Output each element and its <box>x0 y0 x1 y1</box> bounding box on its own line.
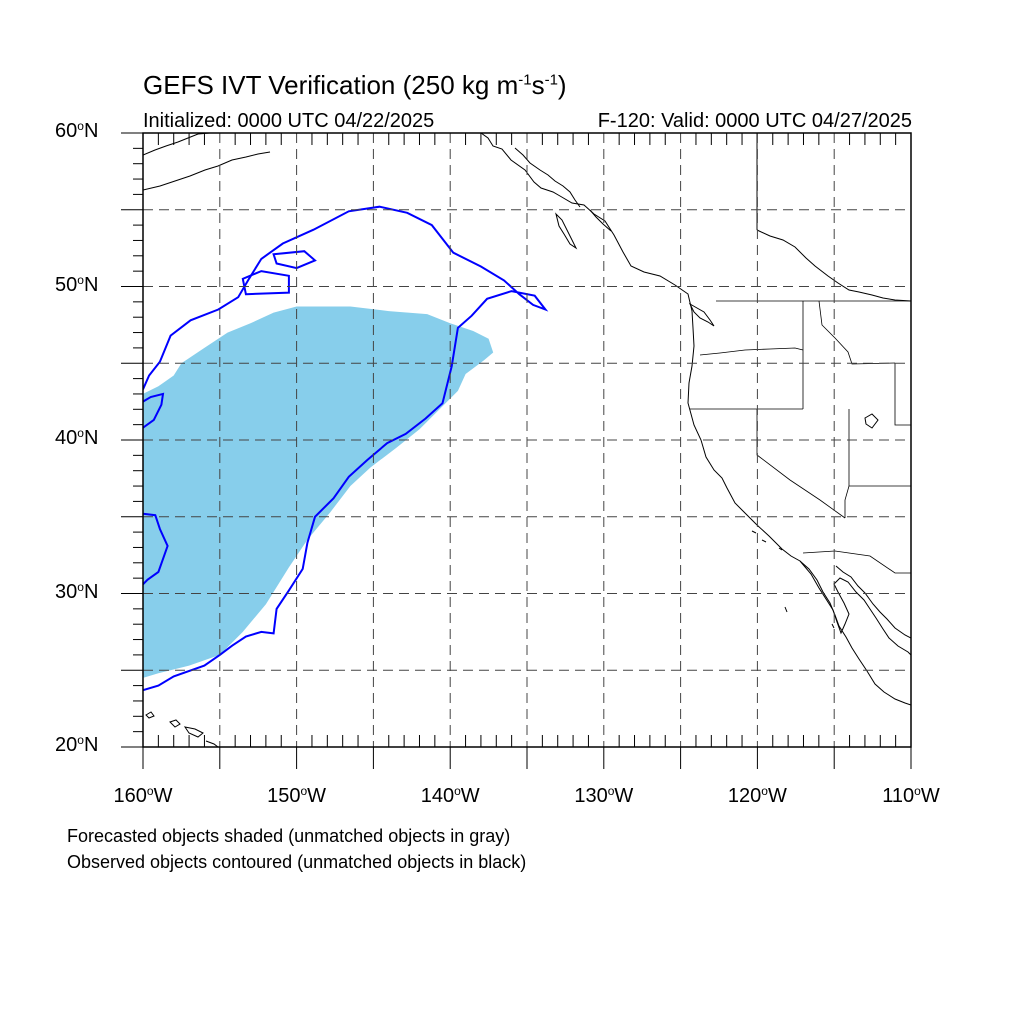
degree-symbol: o <box>77 579 84 594</box>
legend-note-observed: Observed objects contoured (unmatched ob… <box>67 852 527 872</box>
latitude-label: 50oN <box>55 272 99 297</box>
latitude-label-hemisphere: N <box>83 580 99 603</box>
longitude-label: 160oW <box>113 784 173 808</box>
degree-symbol: o <box>607 784 615 798</box>
longitude-label: 120oW <box>727 784 787 808</box>
longitude-label: 110oW <box>882 784 940 808</box>
longitude-label-hemisphere: W <box>767 785 787 807</box>
nevada-arizona-border <box>844 485 850 518</box>
latitude-label: 30oN <box>55 579 99 604</box>
alaska-coast <box>143 133 271 191</box>
longitude-label: 150oW <box>267 784 327 808</box>
degree-symbol: o <box>300 784 308 798</box>
legend-note-forecast: Forecasted objects shaded (unmatched obj… <box>67 826 511 846</box>
latitude-label-hemisphere: N <box>83 734 99 756</box>
longitude-label-hemisphere: W <box>460 785 480 807</box>
valid-time-label: F-120: Valid: 0000 UTC 04/27/2025 <box>597 110 912 132</box>
island-hawaii-2 <box>169 719 181 728</box>
plot-frame <box>142 132 912 748</box>
haida-gwaii <box>555 212 578 250</box>
latitude-label-value: 20 <box>55 734 78 756</box>
latitude-label: 40oN <box>55 426 99 450</box>
observed-object-contour-1 <box>143 205 549 692</box>
latitude-label-hemisphere: N <box>83 120 99 142</box>
longitude-label-hemisphere: W <box>307 785 327 807</box>
gulf-of-california <box>835 565 911 639</box>
hudson-east-coast <box>756 229 911 302</box>
baja-california-coast <box>799 560 911 656</box>
forecast-object <box>143 306 494 678</box>
longitude-label-value: 150 <box>267 785 301 807</box>
california-nevada-border <box>756 409 846 519</box>
longitude-label-value: 160 <box>113 785 147 807</box>
latitude-label-value: 50 <box>55 273 78 296</box>
political-borders-layer <box>690 133 911 574</box>
latitude-label-hemisphere: N <box>83 273 99 296</box>
washington-oregon-border <box>699 347 804 356</box>
longitude-label-value: 130 <box>574 785 608 807</box>
island-hawaii-1 <box>145 711 155 719</box>
longitude-label: 140oW <box>420 784 480 808</box>
degree-symbol: o <box>77 272 84 287</box>
longitude-label-hemisphere: W <box>920 785 940 807</box>
latitude-label-hemisphere: N <box>83 427 99 449</box>
latitude-label-value: 30 <box>55 580 78 603</box>
degree-symbol: o <box>761 784 768 798</box>
degree-symbol: o <box>77 426 84 440</box>
observed-object-contour-3 <box>143 512 169 586</box>
island-hawaii-3 <box>183 726 204 738</box>
grid-lines <box>143 133 911 747</box>
latitude-label-value: 60 <box>55 120 78 142</box>
longitude-label-value: 120 <box>727 785 762 807</box>
degree-symbol: o <box>77 119 84 133</box>
coastline-layer <box>143 133 911 747</box>
longitude-label: 130oW <box>574 784 634 808</box>
longitude-label-value: 110 <box>882 785 915 807</box>
degree-symbol: o <box>914 784 921 798</box>
longitude-label-hemisphere: W <box>614 785 634 807</box>
channel-islands <box>751 530 835 629</box>
forecast-objects-layer <box>143 306 494 678</box>
idaho-montana-border <box>818 300 896 365</box>
latitude-label: 20oN <box>55 733 99 757</box>
longitude-label-value: 140 <box>420 785 455 807</box>
observed-object-contour-4 <box>241 270 290 296</box>
latitude-label: 60oN <box>55 119 99 143</box>
latitude-label-value: 40 <box>55 427 78 449</box>
observed-objects-layer <box>143 205 549 692</box>
initialized-label: Initialized: 0000 UTC 04/22/2025 <box>143 110 435 132</box>
degree-symbol: o <box>454 784 461 798</box>
observed-object-contour-2 <box>143 392 165 429</box>
alaska-panhandle-islands <box>514 147 612 232</box>
map-title: GEFS IVT Verification (250 kg m-1s-1) <box>143 70 567 100</box>
axis-ticks <box>121 132 912 769</box>
north-america-coastline <box>480 133 911 706</box>
degree-symbol: o <box>77 733 84 747</box>
vancouver-island <box>688 302 715 327</box>
idaho-wyoming-border <box>894 363 911 426</box>
degree-symbol: o <box>146 784 154 798</box>
observed-object-contour-5 <box>272 250 317 270</box>
us-mexico-border <box>802 550 911 574</box>
island-hawaii-4 <box>205 740 219 747</box>
great-salt-lake <box>864 413 879 429</box>
longitude-label-hemisphere: W <box>153 785 173 807</box>
